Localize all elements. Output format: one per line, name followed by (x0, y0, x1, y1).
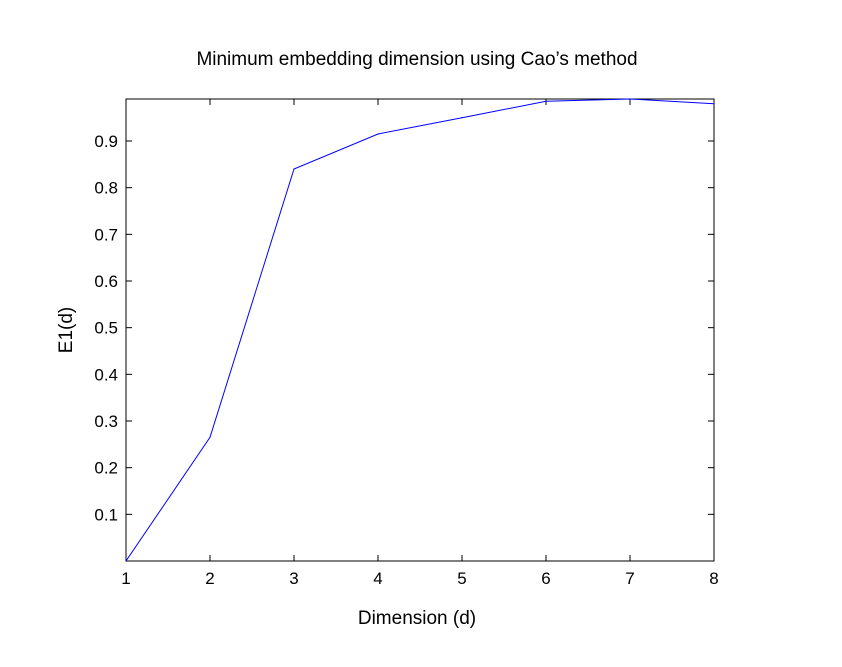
x-ticks: 1 2 3 4 5 6 7 8 (121, 99, 719, 588)
plot-area (125, 98, 715, 562)
x-tick-label: 2 (205, 569, 214, 588)
y-axis-label: E1(d) (56, 307, 77, 353)
x-tick-label: 5 (457, 569, 466, 588)
y-tick-label: 0.6 (94, 272, 118, 291)
series-group (125, 98, 715, 562)
y-tick-label: 0.8 (94, 179, 118, 198)
data-point (377, 133, 379, 135)
x-tick-label: 7 (625, 569, 634, 588)
x-tick-label: 4 (373, 569, 382, 588)
data-point (629, 98, 631, 100)
x-tick-label: 8 (709, 569, 718, 588)
x-tick-label: 1 (121, 569, 130, 588)
y-tick-label: 0.9 (94, 132, 118, 151)
data-point (125, 560, 127, 562)
x-tick-label: 3 (289, 569, 298, 588)
y-tick-label: 0.1 (94, 505, 118, 524)
data-point (293, 168, 295, 170)
y-tick-label: 0.4 (94, 365, 118, 384)
y-tick-label: 0.7 (94, 225, 118, 244)
x-axis-label: Dimension (d) (358, 608, 476, 629)
y-tick-label: 0.3 (94, 412, 118, 431)
y-tick-label: 0.5 (94, 319, 118, 338)
y-tick-label: 0.2 (94, 459, 118, 478)
data-point (545, 100, 547, 102)
data-point (209, 436, 211, 438)
data-point (713, 103, 715, 105)
chart-title: Minimum embedding dimension using Cao’s … (196, 49, 637, 70)
y-ticks: 0.1 0.2 0.3 0.4 0.5 0.6 0.7 0.8 0.9 (94, 132, 714, 524)
data-point (461, 117, 463, 119)
series-line (125, 98, 715, 562)
x-tick-label: 6 (541, 569, 550, 588)
